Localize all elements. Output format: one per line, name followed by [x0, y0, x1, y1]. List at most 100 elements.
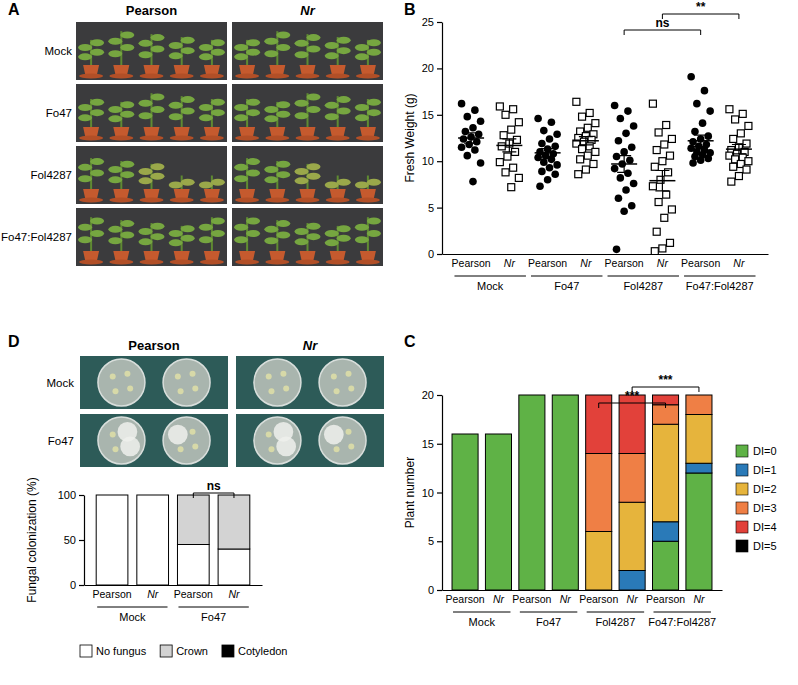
plot-area	[458, 73, 752, 254]
point	[730, 135, 737, 142]
photo-leaf	[337, 47, 351, 54]
photo-saucer	[200, 136, 224, 141]
photo-cell	[232, 84, 383, 142]
point	[458, 100, 466, 108]
photo-leaf	[211, 230, 225, 237]
point	[668, 135, 675, 142]
bar	[619, 502, 645, 570]
bar	[177, 545, 209, 586]
photo-pot	[174, 127, 190, 136]
point	[536, 182, 544, 190]
legend-swatch	[736, 521, 748, 533]
point	[513, 136, 520, 143]
photo-leaf	[295, 238, 309, 245]
photo-leaf	[325, 239, 339, 246]
photo-dish	[98, 417, 145, 464]
photo-leaf	[367, 99, 381, 106]
y-tick-label: 20	[422, 389, 434, 401]
significance-label: ns	[207, 479, 221, 493]
point	[651, 248, 658, 254]
photo-leaf	[355, 224, 369, 231]
photo-pot	[300, 127, 316, 136]
photo-leaf	[90, 218, 104, 225]
x-tick-label: Pearson	[174, 588, 213, 600]
x-tick-label: Nr	[228, 588, 240, 600]
point	[579, 113, 586, 120]
photo-colony	[268, 388, 274, 394]
point	[508, 184, 515, 191]
bar	[686, 415, 712, 464]
photo-pot	[300, 65, 316, 74]
point	[661, 214, 668, 221]
legend-label: DI=0	[753, 445, 777, 457]
panel: 050100PearsonNrPearsonNrMockFo47Fungal c…	[25, 477, 288, 657]
y-tick-mark	[437, 161, 442, 162]
photo-leaf	[295, 51, 309, 58]
group-line	[520, 612, 577, 613]
photo	[80, 414, 228, 467]
photo-colony	[324, 425, 344, 445]
point	[538, 140, 546, 148]
point	[743, 140, 750, 147]
photo-saucer	[296, 74, 320, 79]
point	[475, 130, 483, 138]
x-tick: Nr	[627, 590, 639, 605]
x-tick: Nr	[147, 585, 159, 600]
photo-leaf	[276, 220, 290, 227]
legend-swatch	[222, 645, 234, 657]
photo-leaf	[139, 51, 153, 58]
point	[460, 135, 468, 143]
photo-colony	[190, 371, 196, 377]
photo-leaf	[211, 179, 225, 186]
group-label: Mock	[469, 616, 496, 628]
point	[504, 153, 511, 160]
photo-saucer	[235, 136, 259, 141]
y-tick-label: 15	[422, 438, 434, 450]
error-bar	[732, 144, 746, 153]
photo-pot	[269, 65, 285, 74]
photo-leaf	[139, 238, 153, 245]
photo-leaf	[151, 223, 165, 230]
photo-saucer	[79, 198, 103, 203]
photo-colony	[348, 443, 354, 449]
legend-swatch	[736, 502, 748, 514]
bar	[452, 434, 478, 435]
photo-leaf	[325, 113, 339, 120]
point	[653, 147, 660, 154]
photo-leaf	[78, 104, 92, 111]
photo-saucer	[265, 136, 289, 141]
point	[730, 163, 737, 170]
x-tick-label: Pearson	[446, 593, 485, 605]
photo-leaf	[264, 226, 278, 233]
photo-leaf	[325, 52, 339, 59]
photo-leaf	[264, 50, 278, 57]
photo-leaf	[367, 49, 381, 56]
photo-leaf	[78, 114, 92, 121]
y-tick: 20	[422, 389, 442, 401]
photo-saucer	[265, 198, 289, 203]
photo-pot	[239, 251, 255, 260]
photo	[76, 208, 227, 266]
photo-leaf	[355, 236, 369, 243]
photo-leaf	[78, 175, 92, 182]
photo-pot	[330, 65, 346, 74]
y-tick-mark	[79, 585, 84, 586]
point	[500, 132, 507, 139]
y-tick-label: 25	[422, 16, 434, 28]
point	[622, 186, 630, 194]
photo-leaf	[199, 181, 213, 188]
photo-leaf	[337, 108, 351, 115]
point	[458, 143, 466, 151]
photo-leaf	[295, 177, 309, 184]
photo-leaf	[234, 104, 248, 111]
photo-pot	[330, 189, 346, 198]
point	[706, 107, 714, 115]
row-label: Fol4287	[30, 169, 72, 181]
photo-colony	[178, 446, 184, 452]
x-tick: Nr	[493, 590, 505, 605]
x-tick-label: Pearson	[605, 257, 644, 269]
point	[737, 130, 744, 137]
error-bar	[464, 133, 478, 143]
photo-pot	[83, 65, 99, 74]
point	[498, 143, 505, 150]
